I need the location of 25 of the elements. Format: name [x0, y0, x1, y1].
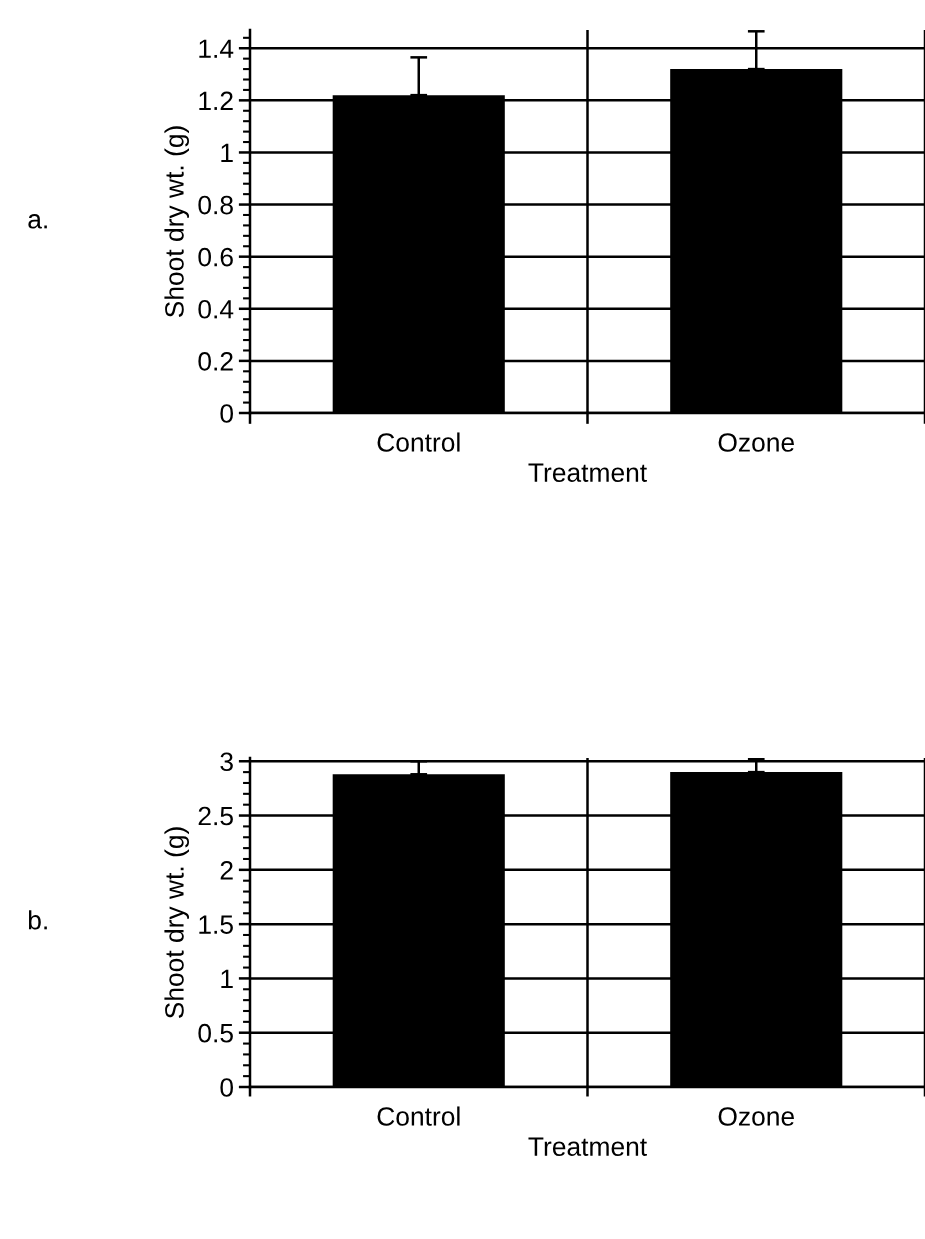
y-tick-label: 0.4	[198, 299, 234, 319]
y-tick-label: 2	[220, 860, 233, 880]
y-tick-label: 0.2	[198, 352, 233, 371]
y-tick-label: 1	[221, 143, 233, 163]
y-tick-label: 0	[220, 404, 233, 423]
y-tick-label: 0.6	[198, 247, 233, 267]
x-axis-title: Treatment	[528, 463, 647, 482]
x-tick-label: Control	[377, 432, 460, 452]
y-tick-label: 1	[221, 969, 233, 988]
y-axis-title: Shoot dry wt. (g)	[164, 827, 190, 1019]
x-axis-title: Treatment	[528, 1137, 647, 1156]
y-tick-label: 1.2	[199, 91, 233, 110]
x-tick-label: Ozone	[718, 433, 794, 452]
text: a.	[28, 214, 47, 229]
text: b.	[28, 910, 47, 930]
y-tick-label: 0.8	[198, 195, 233, 215]
y-axis-title: Shoot dry wt. (g)	[164, 126, 190, 318]
x-tick-label: Control	[377, 1106, 460, 1126]
y-tick-label: 1.4	[199, 39, 234, 58]
y-tick-label: 2.5	[198, 806, 233, 826]
y-tick-label: 3	[220, 752, 233, 772]
y-tick-label: 1.5	[199, 915, 233, 934]
y-tick-label: 0	[220, 1078, 233, 1097]
y-tick-label: 0.5	[198, 1023, 233, 1043]
x-tick-label: Ozone	[718, 1107, 794, 1126]
